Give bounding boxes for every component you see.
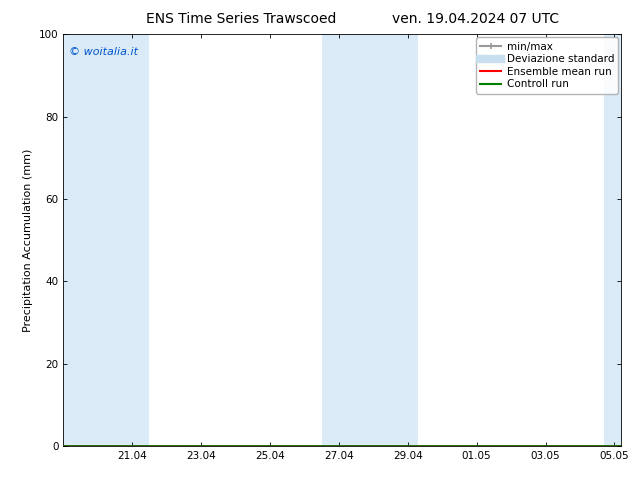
Y-axis label: Precipitation Accumulation (mm): Precipitation Accumulation (mm) bbox=[23, 148, 34, 332]
Bar bbox=[63, 34, 150, 446]
Bar bbox=[604, 34, 621, 446]
Bar bbox=[321, 34, 418, 446]
Text: © woitalia.it: © woitalia.it bbox=[69, 47, 138, 57]
Legend: min/max, Deviazione standard, Ensemble mean run, Controll run: min/max, Deviazione standard, Ensemble m… bbox=[476, 37, 618, 94]
Text: ENS Time Series Trawscoed: ENS Time Series Trawscoed bbox=[146, 12, 336, 26]
Text: ven. 19.04.2024 07 UTC: ven. 19.04.2024 07 UTC bbox=[392, 12, 559, 26]
